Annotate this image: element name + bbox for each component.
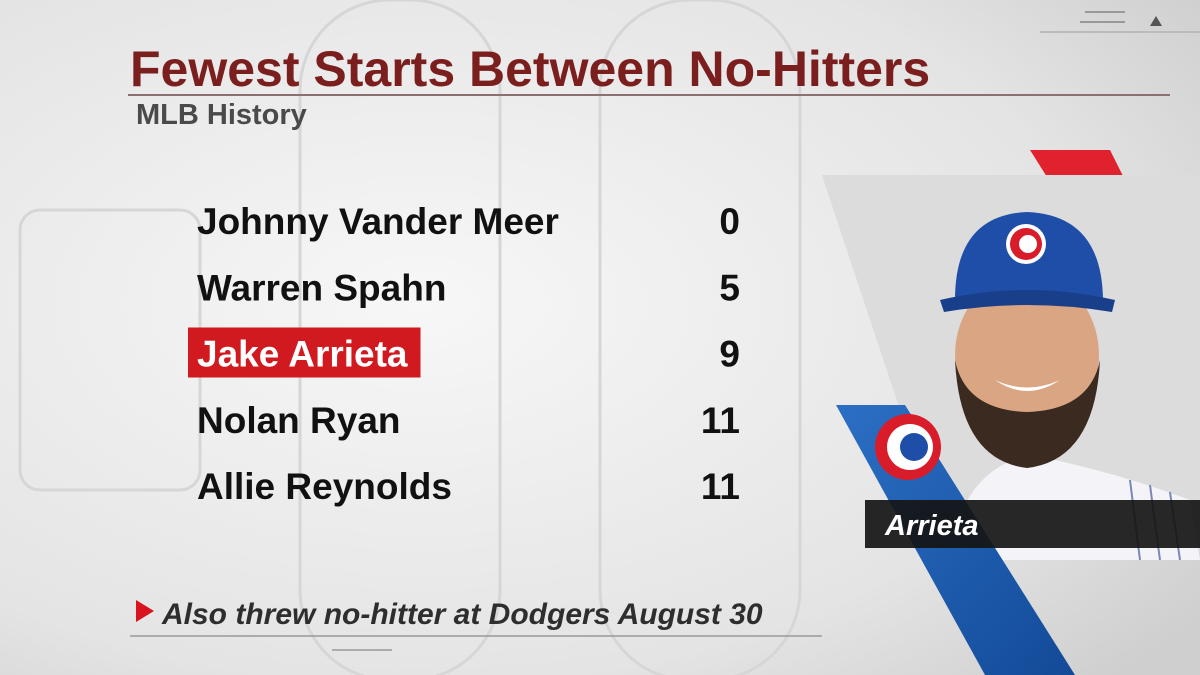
footer-marker: [136, 600, 154, 622]
decoration: [1040, 11, 1200, 33]
logo: [900, 433, 928, 461]
player-name: Nolan Ryan: [197, 400, 401, 441]
player-name: Johnny Vander Meer: [197, 201, 559, 242]
player-name: Jake Arrieta: [197, 334, 408, 375]
starts-value: 11: [701, 466, 740, 507]
decoration-arrow: [1150, 16, 1162, 26]
photo-caption: Arrieta: [884, 510, 979, 542]
title: Fewest Starts Between No-Hitters: [130, 41, 930, 97]
table: Johnny Vander Meer 0 Warren Spahn 5 Jake Arr…: [188, 201, 740, 507]
subtitle: MLB History: [136, 99, 307, 131]
footer-note: Also threw no-hitter at Dodgers August 3…: [161, 598, 763, 631]
starts-value: 5: [719, 267, 740, 308]
highlight: [188, 327, 421, 378]
starts-value: 11: [701, 400, 740, 441]
caption-band: [865, 500, 1200, 548]
starts-value: 9: [719, 334, 740, 375]
player-name: Allie Reynolds: [197, 466, 452, 507]
player-name: Warren Spahn: [197, 267, 446, 308]
starts-value: 0: [719, 201, 740, 242]
